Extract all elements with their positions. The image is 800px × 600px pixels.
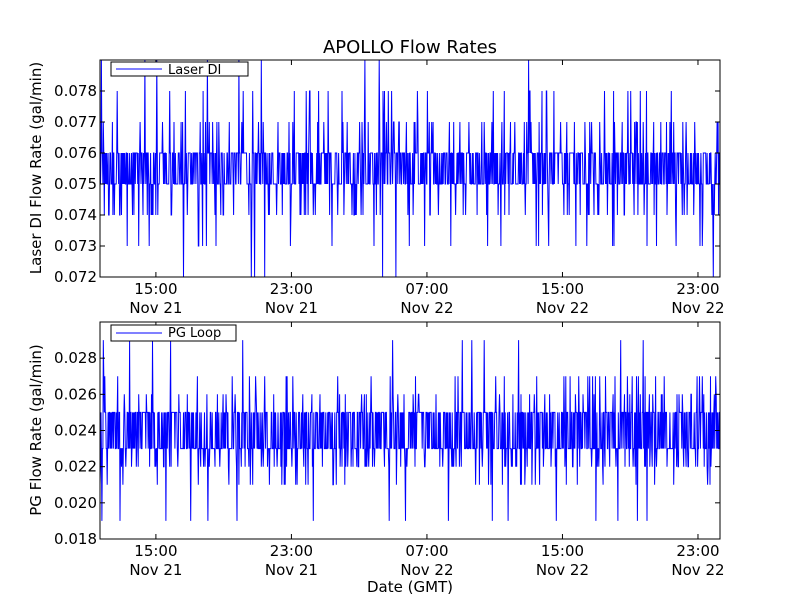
flow-rate-line [100, 340, 720, 521]
y-tick-label: 0.072 [54, 268, 97, 286]
pg-loop-legend: PG Loop [110, 324, 237, 342]
x-tick-time-label: 07:00 [405, 542, 448, 560]
pg-loop-legend-box [110, 324, 237, 342]
y-tick-label: 0.076 [54, 144, 97, 162]
x-tick-date-label: Nov 22 [536, 561, 589, 579]
x-tick-time-label: 23:00 [676, 280, 719, 298]
y-tick-label: 0.026 [54, 385, 97, 403]
laser-di-y-ticks: 0.072 0.073 0.074 0.075 0.076 0.077 0.078 [54, 82, 720, 286]
y-tick-label: 0.077 [54, 113, 97, 131]
flow-rate-line [100, 60, 720, 277]
x-tick-time-label: 23:00 [270, 542, 313, 560]
x-axis-label: Date (GMT) [367, 578, 453, 596]
x-tick-time-label: 15:00 [541, 542, 584, 560]
x-tick-date-label: Nov 22 [400, 299, 453, 317]
x-tick-date-label: Nov 22 [671, 561, 724, 579]
pg-loop-series [100, 340, 720, 521]
laser-di-series [100, 60, 720, 277]
pg-loop-legend-label: PG Loop [168, 326, 221, 341]
laser-di-y-axis-label: Laser DI Flow Rate (gal/min) [27, 62, 45, 274]
x-tick-date-label: Nov 22 [536, 299, 589, 317]
y-tick-label: 0.024 [54, 422, 97, 440]
y-tick-label: 0.074 [54, 206, 97, 224]
x-tick-date-label: Nov 22 [400, 561, 453, 579]
x-tick-date-label: Nov 21 [129, 561, 182, 579]
x-tick-date-label: Nov 21 [265, 299, 318, 317]
x-tick-time-label: 23:00 [270, 280, 313, 298]
laser-di-legend-box [110, 61, 249, 77]
laser-di-legend-label: Laser DI [168, 63, 221, 78]
y-tick-label: 0.073 [54, 237, 97, 255]
y-tick-label: 0.020 [54, 494, 97, 512]
x-tick-date-label: Nov 22 [671, 299, 724, 317]
y-tick-label: 0.075 [54, 175, 97, 193]
x-tick-time-label: 15:00 [541, 280, 584, 298]
chart-title: APOLLO Flow Rates [323, 37, 497, 58]
x-tick-time-label: 07:00 [405, 280, 448, 298]
x-tick-time-label: 23:00 [676, 542, 719, 560]
y-tick-label: 0.078 [54, 82, 97, 100]
laser-di-panel: 0.072 0.073 0.074 0.075 0.076 0.077 0.078 15:0… [27, 59, 725, 317]
pg-loop-y-ticks: 0.018 0.020 0.022 0.024 0.026 0.028 [54, 349, 720, 548]
y-tick-label: 0.028 [54, 349, 97, 367]
y-tick-label: 0.022 [54, 458, 97, 476]
x-tick-date-label: Nov 21 [265, 561, 318, 579]
x-tick-time-label: 15:00 [134, 280, 177, 298]
x-tick-date-label: Nov 21 [129, 299, 182, 317]
pg-loop-y-axis-label: PG Flow Rate (gal/min) [27, 344, 45, 516]
laser-di-axes-frame [99, 59, 721, 278]
laser-di-legend: Laser DI [110, 61, 249, 78]
x-tick-time-label: 15:00 [134, 542, 177, 560]
y-tick-label: 0.018 [54, 530, 97, 548]
